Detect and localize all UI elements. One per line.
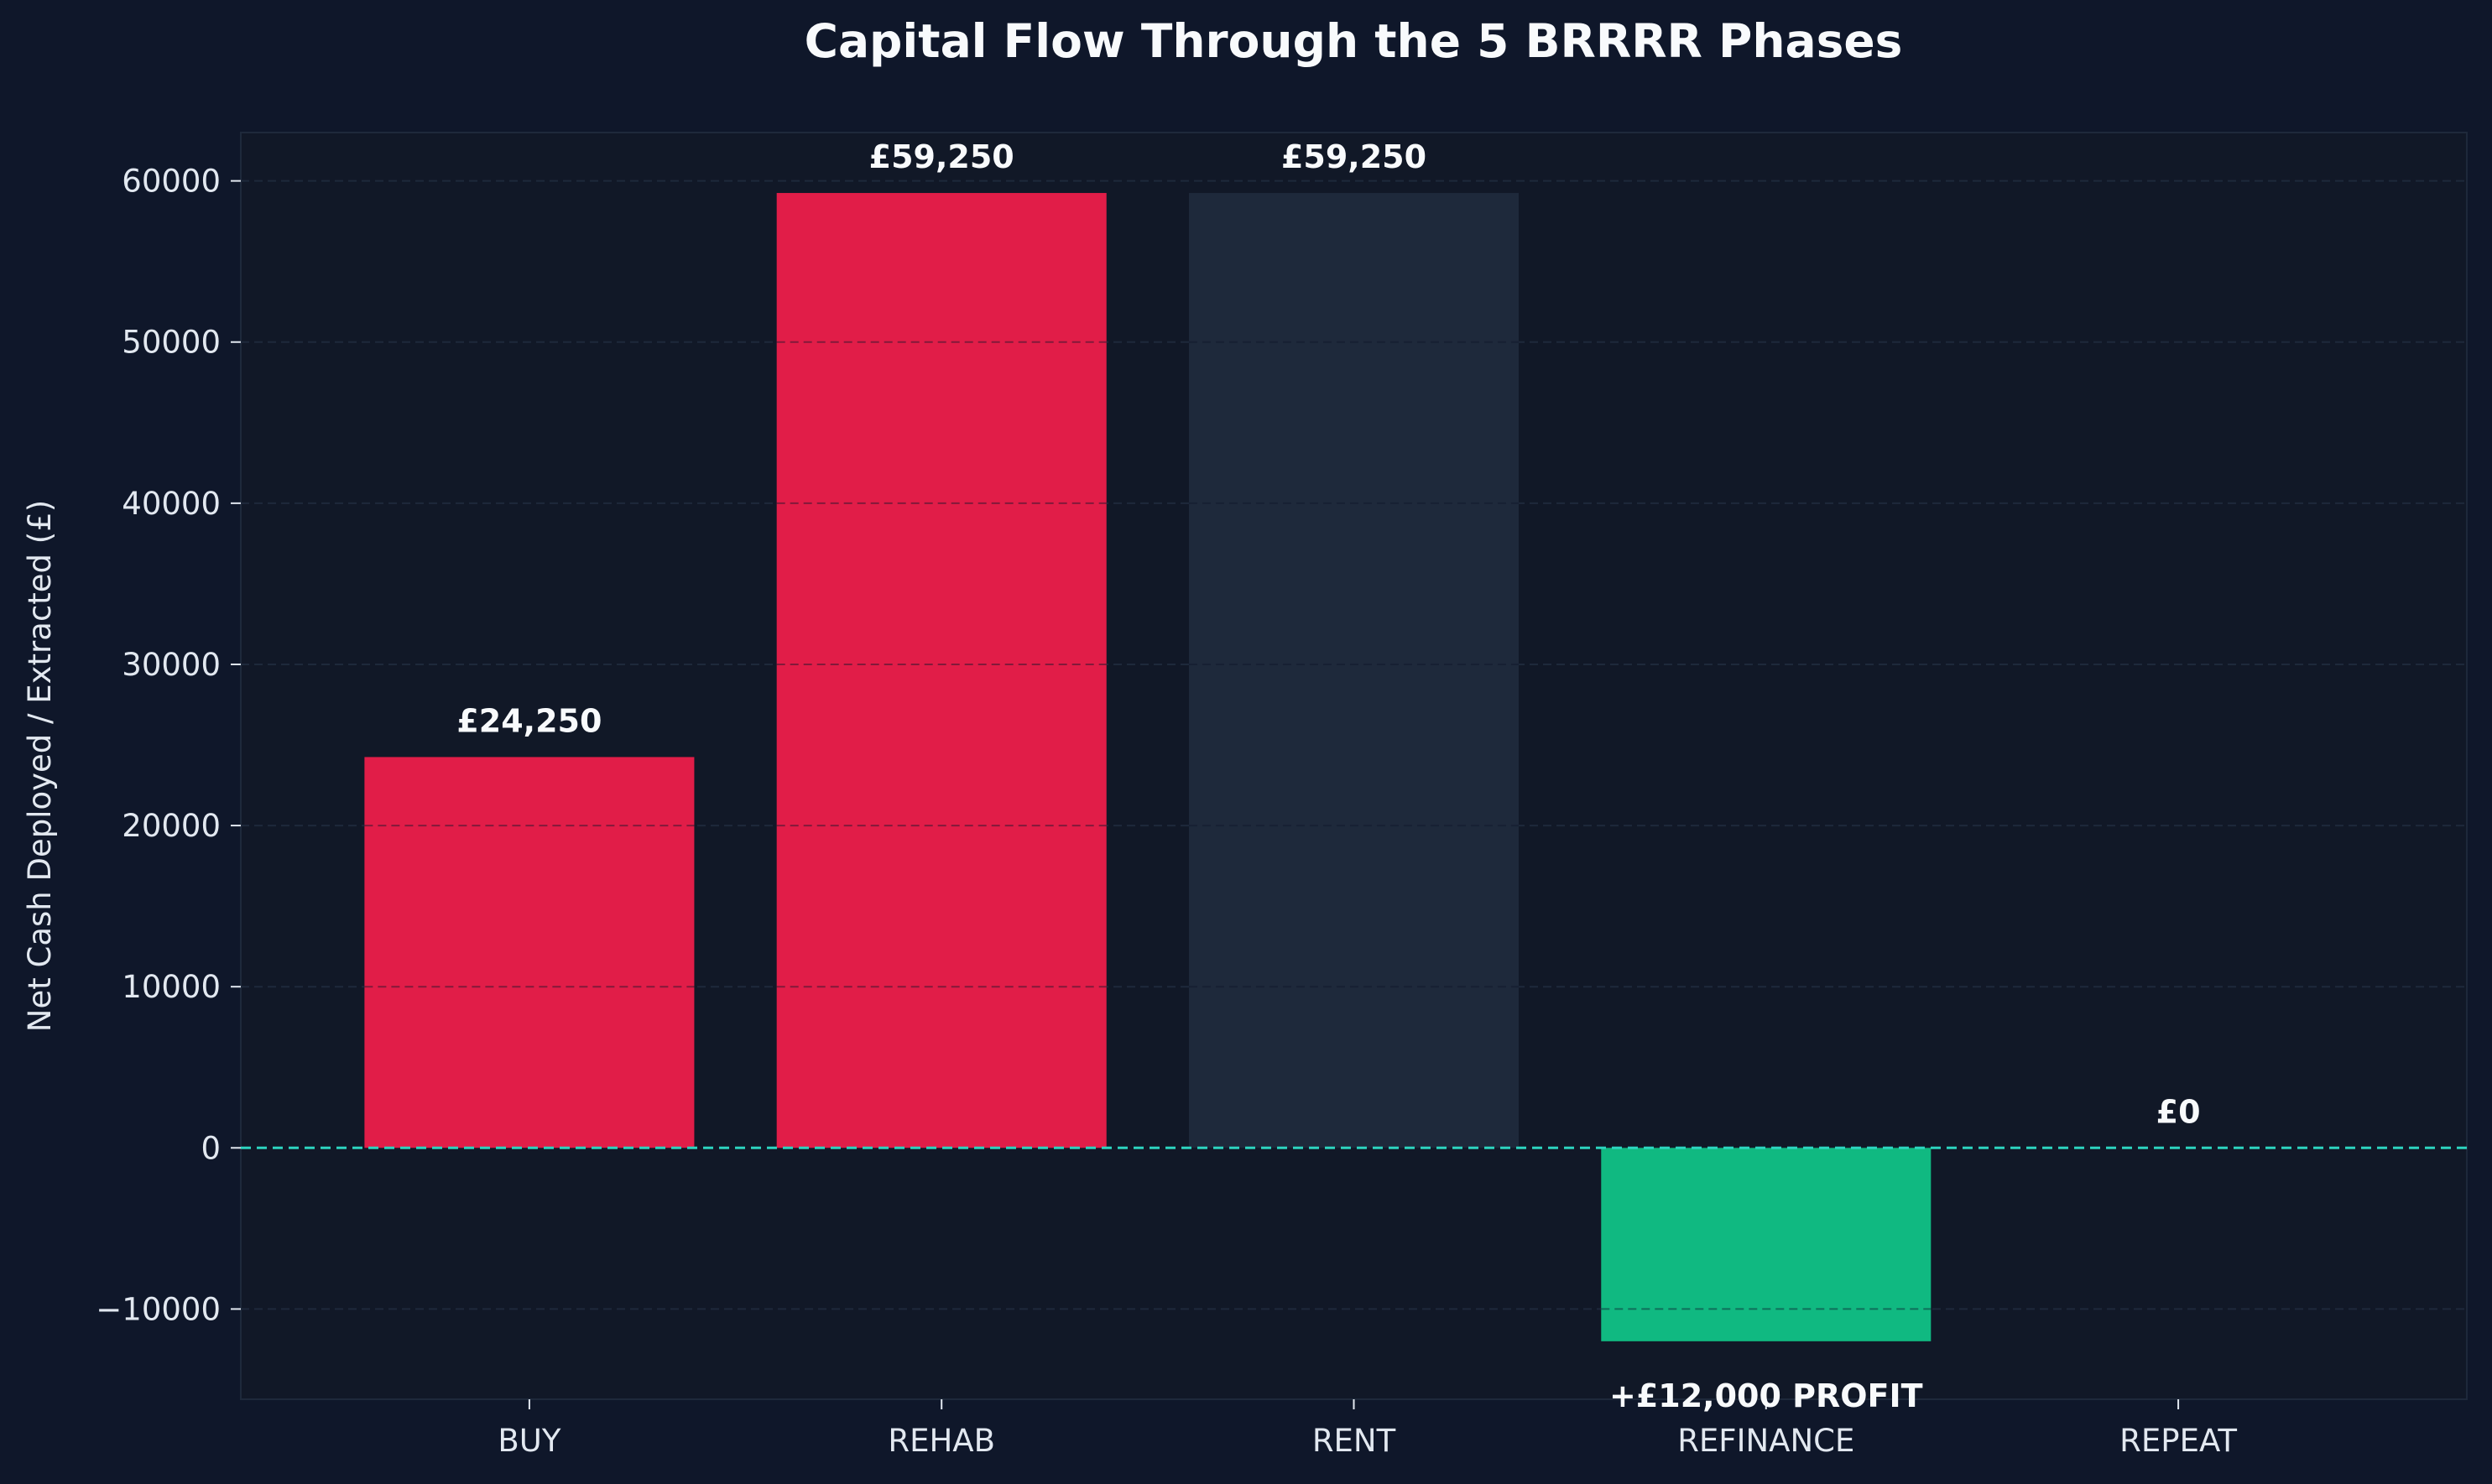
y-tick-label: 60000 (122, 164, 221, 200)
y-tick-label: 20000 (122, 808, 221, 844)
x-tick-label: REHAB (888, 1423, 995, 1459)
x-axis-ticks: BUY REHAB RENT REFINANCE REPEAT (498, 1399, 2237, 1459)
x-tick-label: BUY (498, 1423, 560, 1459)
y-tick-label: 40000 (122, 486, 221, 522)
x-tick-label: REFINANCE (1677, 1423, 1854, 1459)
x-tick-label: REPEAT (2119, 1423, 2237, 1459)
y-axis-label: Net Cash Deployed / Extracted (£) (22, 500, 58, 1032)
chart-title: Capital Flow Through the 5 BRRRR Phases (805, 14, 1903, 68)
y-tick-label: 0 (201, 1130, 221, 1166)
y-tick-label: 10000 (122, 969, 221, 1005)
data-labels: £24,250 £59,250 £59,250 +£12,000 PROFIT £0 (456, 138, 2200, 1414)
grid-lines (241, 180, 2467, 1310)
data-label: £59,250 (1281, 138, 1426, 175)
bar-refinance (1601, 1148, 1932, 1341)
bar-buy (364, 757, 695, 1148)
bar-rehab (776, 193, 1107, 1148)
data-label: £59,250 (869, 138, 1014, 175)
data-label: £24,250 (456, 702, 602, 739)
bars (364, 193, 1932, 1341)
data-label: +£12,000 PROFIT (1609, 1377, 1923, 1414)
y-axis-ticks: −10000 0 10000 20000 30000 40000 50000 60000 (96, 164, 241, 1327)
x-tick-label: RENT (1312, 1423, 1396, 1459)
y-tick-label: 30000 (122, 647, 221, 683)
y-tick-label: −10000 (96, 1291, 221, 1327)
bar-grid-overlay (364, 341, 1932, 1310)
bar-rent (1188, 193, 1520, 1148)
data-label: £0 (2156, 1093, 2201, 1130)
y-tick-label: 50000 (122, 325, 221, 361)
